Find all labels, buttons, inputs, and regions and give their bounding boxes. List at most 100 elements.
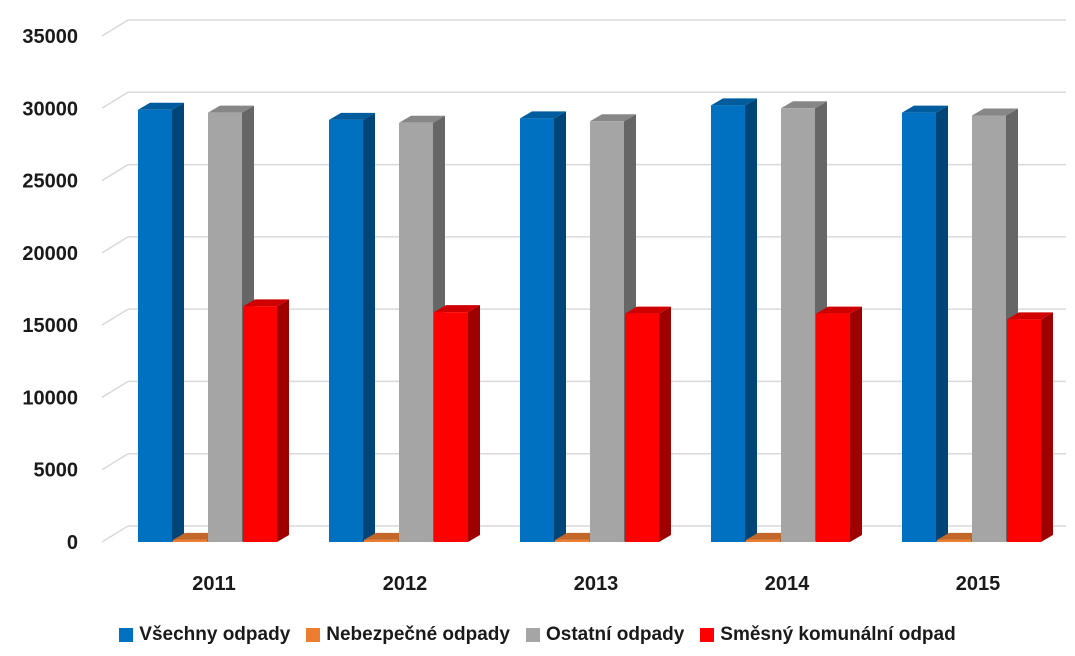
bar-front-s2-2014: [781, 108, 815, 543]
bar-s0-2014: [711, 98, 757, 542]
bar-front-s0-2011: [138, 109, 172, 542]
legend-swatch-smesny-komunalni-odpad: [700, 628, 715, 642]
bar-front-s3-2015: [1007, 319, 1041, 542]
bar-side-s3-2013: [659, 306, 671, 542]
legend-item-smesny-komunalni-odpad: Směsný komunální odpad: [700, 624, 956, 646]
bar-front-s0-2015: [902, 112, 936, 542]
bar-top-s1-2012: [364, 532, 410, 540]
bar-front-s1-2015: [937, 539, 971, 542]
bar-top-s0-2011: [138, 102, 184, 110]
bar-front-s3-2014: [816, 313, 850, 542]
bar-front-s1-2013: [555, 539, 589, 542]
bar-s3-2013: [625, 306, 671, 542]
legend-item-nebezpecne-odpady: Nebezpečné odpady: [306, 624, 510, 646]
x-tick-label-2014: 2014: [765, 573, 810, 595]
y-tick-label-35000: 35000: [22, 26, 78, 48]
bar-front-s2-2011: [208, 112, 242, 542]
bar-front-s0-2013: [520, 118, 554, 543]
bar-s3-2012: [434, 305, 480, 542]
bar-s3-2015: [1007, 312, 1053, 542]
bar-side-s0-2014: [745, 98, 757, 542]
bar-top-s3-2011: [243, 299, 289, 307]
bar-top-s3-2012: [434, 305, 480, 313]
bar-top-s2-2011: [208, 105, 254, 113]
y-tick-label-15000: 15000: [22, 315, 78, 337]
bar-s3-2011: [243, 299, 289, 542]
bar-side-s3-2012: [468, 305, 480, 542]
gridline-depth-y-20000: [101, 236, 129, 254]
legend-item-ostatni-odpady: Ostatní odpady: [525, 624, 685, 646]
bar-side-s3-2015: [1041, 312, 1053, 542]
legend-swatch-nebezpecne-odpady: [306, 628, 321, 642]
bar-side-s0-2011: [172, 102, 184, 542]
bar-side-s3-2011: [277, 299, 289, 542]
gridline-depth-y-0: [101, 525, 129, 543]
x-tick-label-2012: 2012: [383, 573, 428, 595]
bar-top-s2-2014: [781, 101, 827, 109]
bar-top-s2-2013: [590, 114, 636, 122]
gridline-depth-y-25000: [101, 163, 129, 182]
legend-swatch-ostatni-odpady: [525, 628, 540, 642]
bar-s0-2015: [902, 105, 948, 542]
bar-front-s3-2011: [243, 306, 277, 542]
bar-top-s1-2013: [555, 532, 601, 540]
bar-front-s0-2014: [711, 105, 745, 542]
bar-s0-2012: [329, 112, 375, 542]
bar-top-s0-2015: [902, 105, 948, 113]
bar-front-s2-2015: [972, 115, 1006, 542]
bar-top-s0-2012: [329, 112, 375, 120]
bar-top-s1-2011: [173, 532, 219, 540]
bar-s2-2013: [590, 114, 636, 542]
bar-top-s1-2014: [746, 532, 792, 540]
bar-front-s0-2012: [329, 119, 363, 542]
y-tick-label-30000: 30000: [22, 98, 78, 120]
gridline-depth-y-5000: [101, 453, 129, 471]
x-tick-label-2015: 2015: [956, 573, 1001, 595]
bar-front-s1-2014: [746, 539, 780, 542]
bar-s3-2014: [816, 306, 862, 542]
bar-s0-2011: [138, 102, 184, 542]
x-axis-categories: 2011 2012 2013 2014 2015: [192, 573, 1000, 595]
bar-side-s3-2014: [850, 306, 862, 542]
bar-top-s1-2015: [937, 532, 983, 540]
gridline-depth-y-30000: [101, 91, 129, 109]
bar-side-s0-2013: [554, 111, 566, 543]
y-axis-ticks: 0 5000 10000 15000 20000 25000 30000 35000: [22, 26, 78, 554]
legend-label-nebezpecne-odpady: Nebezpečné odpady: [326, 624, 510, 645]
bar-top-s3-2015: [1007, 312, 1053, 320]
bars: [138, 98, 1053, 543]
gridline-depth-y-10000: [101, 380, 129, 399]
gridline-depth-y-15000: [101, 308, 129, 326]
bar-front-s1-2011: [173, 539, 207, 542]
y-tick-label-25000: 25000: [22, 171, 78, 193]
bar-top-s0-2014: [711, 98, 757, 106]
bar-chart-plot: 0 5000 10000 15000 20000 25000 30000 35000 2011…: [22, 19, 1066, 595]
bar-top-s3-2014: [816, 306, 862, 314]
y-tick-label-10000: 10000: [22, 387, 78, 409]
bar-front-s3-2012: [434, 312, 468, 542]
legend-swatch-vsechny-odpady: [119, 628, 134, 642]
bar-top-s2-2015: [972, 108, 1018, 116]
legend: Všechny odpady Nebezpečné odpady Ostatní…: [0, 620, 1075, 650]
legend-label-smesny-komunalni-odpad: Směsný komunální odpad: [720, 624, 956, 645]
bar-front-s2-2013: [590, 121, 624, 542]
x-tick-label-2013: 2013: [574, 573, 619, 595]
y-tick-label-5000: 5000: [34, 460, 79, 482]
bar-top-s0-2013: [520, 111, 566, 119]
bar-front-s3-2013: [625, 313, 659, 542]
bar-top-s2-2012: [399, 115, 445, 123]
legend-item-vsechny-odpady: Všechny odpady: [119, 624, 290, 646]
bar-front-s2-2012: [399, 122, 433, 542]
x-tick-label-2011: 2011: [192, 573, 235, 595]
legend-label-vsechny-odpady: Všechny odpady: [139, 624, 291, 645]
bar-side-s0-2015: [936, 105, 948, 542]
y-tick-label-0: 0: [67, 532, 78, 554]
y-tick-label-20000: 20000: [22, 243, 78, 265]
gridline-depth-y-35000: [101, 19, 129, 37]
legend-label-ostatni-odpady: Ostatní odpady: [545, 624, 685, 645]
bar-side-s0-2012: [363, 112, 375, 542]
bar-top-s3-2013: [625, 306, 671, 314]
bar-s0-2013: [520, 111, 566, 543]
bar-front-s1-2012: [364, 539, 398, 542]
